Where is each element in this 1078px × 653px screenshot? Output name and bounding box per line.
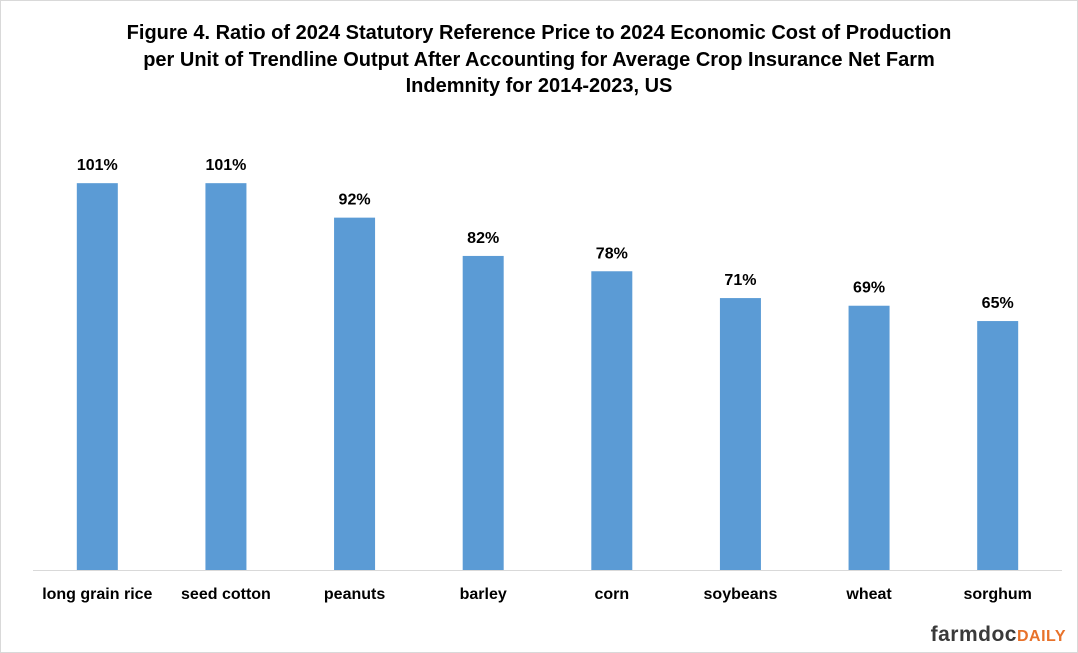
x-tick-label: sorghum [963, 586, 1032, 603]
x-tick-label: soybeans [703, 586, 778, 603]
bar [334, 217, 376, 570]
x-tick-label: long grain rice [42, 586, 153, 603]
logo: farmdocDAILY [931, 623, 1066, 647]
logo-accent: DAILY [1016, 628, 1066, 645]
bar [462, 255, 504, 570]
logo-main: farmdoc [930, 623, 1017, 646]
chart-title: Figure 4. Ratio of 2024 Statutory Refere… [126, 22, 952, 97]
data-label: 69% [853, 280, 885, 297]
x-tick-label: barley [459, 586, 507, 603]
x-tick-label: corn [594, 586, 630, 603]
data-label: 92% [339, 192, 371, 209]
bar [848, 305, 890, 570]
bar [719, 298, 761, 570]
x-tick-label: seed cotton [181, 586, 271, 603]
bar [591, 271, 633, 570]
data-label: 78% [596, 245, 628, 262]
x-tick-label: wheat [846, 586, 892, 603]
x-tick-label: peanuts [323, 586, 386, 603]
data-label: 101% [205, 157, 246, 174]
data-label: 65% [982, 295, 1014, 312]
bar [205, 183, 247, 571]
data-label: 71% [724, 272, 756, 289]
data-label: 82% [467, 230, 499, 247]
data-label: 101% [77, 157, 118, 174]
bar [76, 183, 118, 571]
bar [977, 321, 1019, 570]
